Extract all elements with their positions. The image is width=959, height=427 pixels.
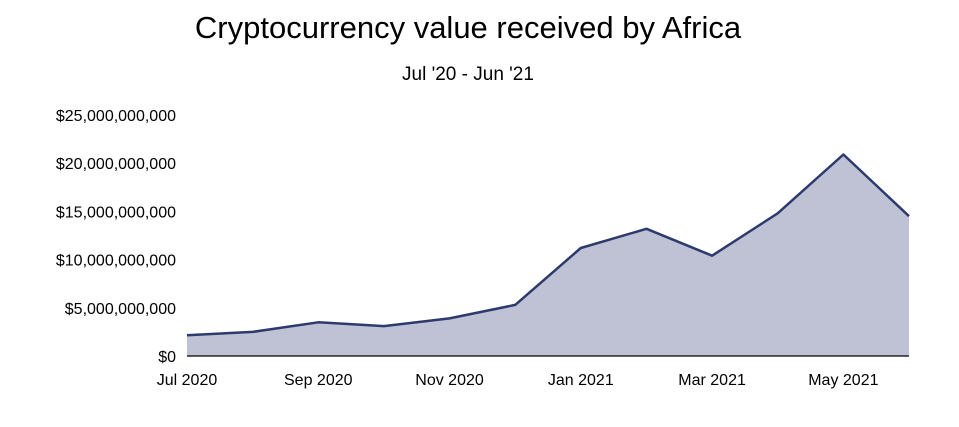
x-tick-label: Sep 2020 — [284, 372, 353, 389]
y-tick-label: $20,000,000,000 — [56, 156, 176, 173]
area-fill — [187, 154, 909, 356]
y-tick-label: $10,000,000,000 — [56, 253, 176, 270]
y-tick-label: $15,000,000,000 — [56, 204, 176, 221]
y-tick-label: $5,000,000,000 — [65, 301, 176, 318]
x-tick-label: Mar 2021 — [678, 372, 746, 389]
x-tick-label: May 2021 — [808, 372, 878, 389]
x-tick-label: Jul 2020 — [157, 372, 218, 389]
x-tick-label: Jan 2021 — [548, 372, 614, 389]
x-tick-label: Nov 2020 — [415, 372, 484, 389]
y-tick-label: $0 — [158, 349, 176, 366]
y-tick-label: $25,000,000,000 — [56, 108, 176, 125]
chart-title: Cryptocurrency value received by Africa — [194, 10, 742, 45]
series-line — [186, 153, 910, 337]
chart-subtitle: Jul '20 - Jun '21 — [402, 64, 534, 85]
